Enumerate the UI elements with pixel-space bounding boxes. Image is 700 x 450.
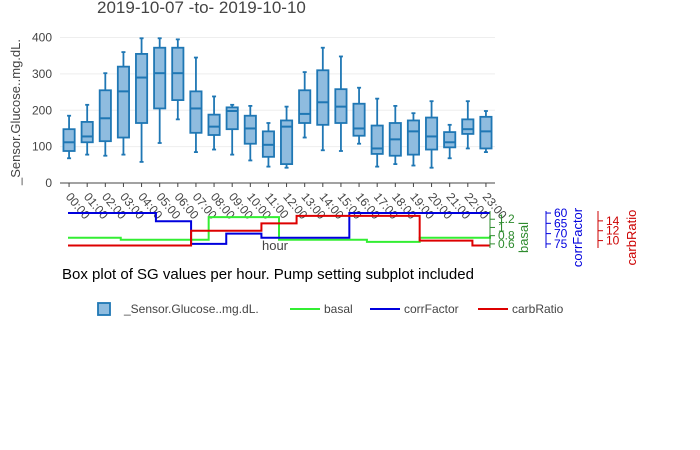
x-axis-title: hour (262, 238, 289, 253)
box-iqr-22 (461, 118, 475, 135)
box-20 (425, 100, 439, 169)
axis-tick-label-corrFactor-1: 65 (554, 216, 568, 230)
axis-title-corrFactor: corrFactor (570, 207, 585, 267)
box-0 (62, 114, 76, 160)
legend-item-corrFactor: corrFactor (370, 302, 459, 316)
box-8 (207, 95, 221, 151)
box-iqr-20 (425, 116, 439, 151)
axis-title-carbRatio: carbRatio (624, 210, 639, 266)
legend-label-basal: basal (324, 302, 353, 316)
x-tick-labels: 00:0001:0002:0003:0004:0005:0006:0007:00… (63, 183, 510, 222)
box-23 (479, 110, 493, 153)
axis-tick-label-basal-2: 1 (498, 220, 505, 234)
box-15 (334, 55, 348, 152)
box-5 (153, 37, 167, 144)
box-10 (243, 105, 257, 162)
box-11 (261, 122, 275, 168)
box-iqr-14 (316, 69, 330, 126)
box-18 (388, 105, 402, 165)
box-iqr-17 (370, 124, 384, 155)
box-12 (280, 105, 294, 169)
box-16 (352, 86, 366, 145)
axis-tick-label-carbRatio-0: 10 (606, 234, 620, 248)
box-iqr-23 (479, 115, 493, 150)
step-line-carbRatio (68, 214, 490, 247)
box-iqr-0 (62, 128, 76, 152)
axis-tick-label-corrFactor-2: 70 (554, 227, 568, 241)
legend-item-sg: _Sensor.Glucose..mg.dL. (97, 302, 259, 316)
y-tick-label-3: 300 (32, 67, 52, 81)
axis-tick-label-basal-3: 1.2 (498, 212, 515, 226)
box-iqr-21 (443, 131, 457, 149)
axis-title-basal: basal (516, 222, 531, 253)
legend-label-corrFactor: corrFactor (404, 302, 459, 316)
step-line-corrFactor (68, 212, 490, 245)
chart-caption: Box plot of SG values per hour. Pump set… (62, 266, 474, 283)
box-iqr-12 (280, 119, 294, 165)
axis-tick-label-corrFactor-3: 75 (554, 237, 568, 251)
box-21 (443, 123, 457, 160)
main-y-axis: 0 100 200 300 400 (32, 31, 52, 190)
box-iqr-4 (135, 53, 149, 124)
box-iqr-1 (80, 121, 94, 144)
box-iqr-5 (153, 46, 167, 110)
box-6 (171, 38, 185, 121)
y-tick-label-4: 400 (32, 31, 52, 45)
box-19 (406, 112, 420, 167)
box-iqr-13 (298, 89, 312, 124)
box-iqr-16 (352, 102, 366, 137)
box-7 (189, 56, 203, 153)
box-series (62, 37, 493, 169)
box-14 (316, 46, 330, 152)
box-iqr-10 (243, 114, 257, 145)
axis-tick-label-basal-0: 0.6 (498, 237, 515, 251)
y-axis-title: _Sensor.Glucose..mg.dL. (8, 39, 23, 186)
box-13 (298, 71, 312, 139)
main-gridlines (60, 37, 495, 184)
axis-tick-label-basal-1: 0.8 (498, 229, 515, 243)
legend-item-carbRatio: carbRatio (478, 302, 564, 316)
legend-item-basal: basal (290, 302, 353, 316)
box-iqr-2 (98, 89, 112, 143)
box-2 (98, 72, 112, 157)
box-iqr-9 (225, 106, 239, 131)
box-4 (135, 37, 149, 163)
pump-settings-subplot (68, 212, 491, 247)
box-iqr-19 (406, 119, 420, 156)
legend-swatch-sg (97, 302, 111, 316)
box-9 (225, 103, 239, 156)
box-22 (461, 100, 475, 150)
legend-label-carbRatio: carbRatio (512, 302, 564, 316)
chart-title: 2019-10-07 -to- 2019-10-10 (97, 0, 306, 17)
legend-label-sg: _Sensor.Glucose..mg.dL. (123, 302, 259, 316)
box-3 (116, 51, 130, 156)
axis-tick-label-corrFactor-0: 60 (554, 206, 568, 220)
y-tick-label-0: 0 (45, 176, 52, 190)
y-tick-label-2: 200 (32, 103, 52, 117)
box-17 (370, 97, 384, 168)
box-iqr-7 (189, 90, 203, 134)
legend: _Sensor.Glucose..mg.dL. basal corrFactor ca… (97, 302, 564, 316)
y-tick-label-1: 100 (32, 140, 52, 154)
box-iqr-3 (116, 65, 130, 139)
axis-tick-label-carbRatio-1: 12 (606, 224, 620, 238)
box-iqr-8 (207, 113, 221, 136)
axis-tick-label-carbRatio-2: 14 (606, 214, 620, 228)
box-1 (80, 103, 94, 156)
